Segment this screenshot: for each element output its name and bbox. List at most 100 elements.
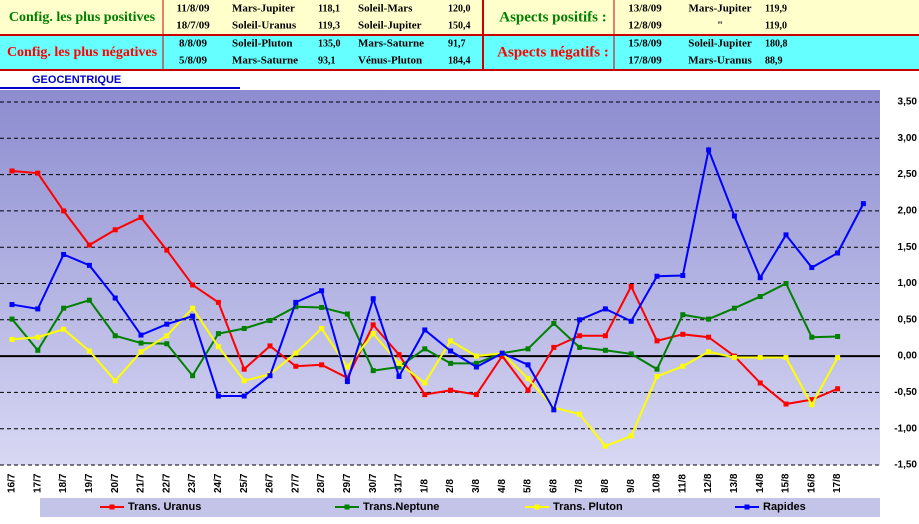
point <box>138 214 144 220</box>
cell: 184,4 <box>448 55 471 66</box>
cell: 119,0 <box>765 20 787 31</box>
point <box>241 366 247 372</box>
x-tick-label: 25/7 <box>239 473 250 493</box>
x-tick-label: 28/7 <box>316 473 327 493</box>
point <box>267 373 273 379</box>
point <box>783 401 789 407</box>
y-tick-label: -1,50 <box>894 460 917 471</box>
point <box>757 355 763 361</box>
point <box>215 331 221 337</box>
point <box>525 376 531 382</box>
x-tick-label: 29/7 <box>342 473 353 493</box>
point <box>61 305 67 311</box>
point <box>809 265 815 271</box>
point <box>86 262 92 268</box>
point <box>112 295 118 301</box>
point <box>731 305 737 311</box>
x-tick-label: 4/8 <box>497 479 508 493</box>
cell: 93,1 <box>318 55 336 66</box>
y-tick-label: 1,00 <box>898 278 918 289</box>
cell: Soleil-Jupiter <box>688 38 752 50</box>
y-tick-label: 3,00 <box>898 133 918 144</box>
cell: 15/8/09 <box>628 38 662 50</box>
point <box>577 411 583 417</box>
point <box>448 387 454 393</box>
point <box>551 320 557 326</box>
point <box>164 341 170 347</box>
point <box>215 393 221 399</box>
point <box>293 304 299 310</box>
point <box>112 333 118 339</box>
point <box>654 338 660 344</box>
point <box>628 318 634 324</box>
point <box>267 318 273 324</box>
legend-label: Trans.Neptune <box>363 501 439 513</box>
x-tick-label: 5/8 <box>523 479 534 493</box>
point <box>35 170 41 176</box>
x-tick-label: 19/7 <box>84 473 95 493</box>
cell: 88,9 <box>765 55 783 66</box>
point <box>731 213 737 219</box>
cell: 118,1 <box>318 3 340 14</box>
legend-label: Rapides <box>763 501 806 513</box>
point <box>680 273 686 279</box>
legend-marker <box>534 504 540 510</box>
point <box>215 299 221 305</box>
cell: Soleil-Mars <box>358 3 413 15</box>
point <box>809 402 815 408</box>
point <box>783 355 789 361</box>
point <box>706 349 712 355</box>
point <box>706 316 712 322</box>
x-tick-label: 8/8 <box>600 479 611 493</box>
x-tick-label: 17/8 <box>832 473 843 493</box>
point <box>835 250 841 256</box>
point <box>164 247 170 253</box>
x-tick-label: 1/8 <box>419 479 430 493</box>
point <box>706 147 712 153</box>
cell: 119,9 <box>765 3 787 14</box>
cell: Vénus-Pluton <box>358 55 422 67</box>
x-tick-label: 24/7 <box>213 473 224 493</box>
point <box>499 353 505 359</box>
cell: 11/8/09 <box>176 3 210 15</box>
legend-box <box>40 498 880 517</box>
point <box>86 242 92 248</box>
cell: Config. les plus positives <box>9 10 156 25</box>
cell: Mars-Saturne <box>358 38 424 50</box>
x-tick-label: 3/8 <box>471 479 482 493</box>
point <box>680 312 686 318</box>
cell: Soleil-Pluton <box>232 38 293 50</box>
x-tick-label: 14/8 <box>755 473 766 493</box>
point <box>9 302 15 308</box>
point <box>577 344 583 350</box>
y-tick-label: -0,50 <box>894 387 917 398</box>
x-tick-label: 9/8 <box>626 479 637 493</box>
point <box>577 333 583 339</box>
y-tick-label: 2,00 <box>898 206 918 217</box>
point <box>525 362 531 368</box>
point <box>138 349 144 355</box>
point <box>35 334 41 340</box>
point <box>835 333 841 339</box>
x-tick-label: 10/8 <box>652 473 663 493</box>
point <box>628 283 634 289</box>
cell: 12/8/09 <box>628 20 662 32</box>
point <box>525 387 531 393</box>
point <box>86 348 92 354</box>
point <box>241 326 247 332</box>
point <box>422 392 428 398</box>
chart-title: GEOCENTRIQUE <box>32 74 121 86</box>
point <box>551 407 557 413</box>
point <box>448 338 454 344</box>
cell: 18/7/09 <box>176 20 210 32</box>
point <box>241 378 247 384</box>
x-tick-label: 27/7 <box>290 473 301 493</box>
point <box>293 299 299 305</box>
legend-marker <box>744 504 750 510</box>
x-tick-label: 22/7 <box>161 473 172 493</box>
point <box>86 297 92 303</box>
point <box>835 355 841 361</box>
x-tick-label: 12/8 <box>703 473 714 493</box>
y-tick-label: 0,50 <box>898 314 918 325</box>
